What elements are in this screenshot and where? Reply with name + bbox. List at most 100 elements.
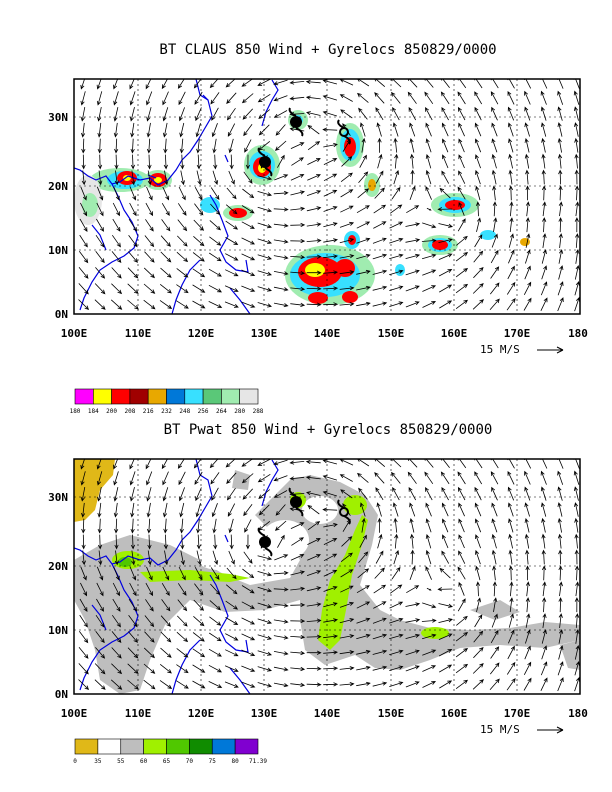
wind-vector — [540, 281, 548, 296]
wind-vector — [474, 614, 483, 628]
wind-vector — [393, 137, 398, 153]
wind-vector — [323, 254, 339, 259]
wind-vector — [409, 153, 415, 169]
wind-vector — [224, 665, 239, 672]
wind-vector — [323, 586, 338, 592]
wind-vector — [195, 122, 201, 138]
wind-vector — [425, 502, 432, 517]
wind-vector — [525, 597, 530, 613]
wind-vector — [145, 599, 154, 612]
wind-vector — [306, 206, 322, 212]
wind-vector — [437, 207, 453, 212]
pwat-dry-region — [74, 459, 115, 522]
wind-vector — [524, 645, 531, 660]
wind-vector — [96, 459, 102, 470]
wind-vector — [475, 201, 481, 217]
wind-vector — [475, 154, 481, 169]
wind-vector — [225, 600, 239, 610]
wind-vector — [241, 301, 256, 308]
wind-vector — [305, 459, 321, 464]
wind-vector — [257, 79, 271, 86]
wind-vector — [228, 138, 234, 154]
wind-vector — [457, 566, 466, 580]
wind-vector — [98, 170, 103, 186]
wind-vector — [257, 618, 272, 624]
wind-vector — [97, 122, 102, 138]
wind-vector — [146, 471, 153, 486]
wind-vector — [389, 253, 404, 260]
wind-vector — [391, 459, 402, 468]
wind-vector — [473, 266, 484, 279]
colorbar-label: 71.39 — [249, 758, 267, 765]
wind-vector — [475, 169, 481, 185]
wind-vector — [523, 661, 532, 675]
wind-vector — [95, 234, 105, 248]
wind-vector — [358, 107, 368, 120]
wind-vector — [475, 581, 481, 597]
wind-vector — [113, 79, 119, 90]
wind-vector — [474, 459, 483, 469]
wind-vector — [241, 269, 256, 277]
wind-vector — [195, 487, 202, 502]
wind-vector — [257, 473, 271, 483]
wind-vector — [146, 487, 152, 502]
colorbar-swatch — [74, 388, 94, 405]
wind-vector — [146, 186, 153, 201]
wind-vector — [114, 138, 119, 154]
wind-vector — [372, 681, 388, 687]
wind-vector — [176, 631, 189, 643]
wind-vector — [356, 301, 371, 307]
wind-vector — [290, 174, 305, 181]
wind-vector — [507, 502, 514, 517]
wind-vector — [162, 487, 169, 502]
wind-vector — [290, 586, 306, 591]
wind-vector — [113, 91, 119, 106]
wind-vector — [377, 533, 383, 549]
wind-vector — [339, 79, 354, 86]
wind-vector — [507, 459, 515, 469]
wind-vector — [159, 300, 173, 310]
wind-vector — [476, 217, 482, 232]
x-tick-labels: 100E 110E 120E 130E 140E 150E 160E 170E … — [61, 327, 588, 340]
wind-vector — [541, 645, 548, 660]
wind-vector — [457, 79, 467, 89]
wind-vector — [241, 285, 256, 292]
wind-vector — [491, 502, 498, 517]
wind-vector — [541, 185, 547, 201]
wind-vector — [178, 471, 186, 486]
colorbar-label: 200 — [106, 408, 117, 415]
wind-vector — [129, 107, 135, 122]
wind-vector — [323, 538, 338, 545]
wind-vector — [393, 169, 400, 185]
wind-vector — [96, 598, 104, 612]
cloud-blob-typhoon-east — [336, 123, 380, 197]
wind-vector — [421, 253, 437, 260]
wind-vector — [524, 138, 530, 153]
wind-vector — [257, 602, 272, 609]
wind-vector — [196, 154, 201, 170]
wind-vector — [377, 137, 382, 153]
wind-vector — [339, 254, 355, 259]
wind-vector — [525, 249, 531, 264]
wind-vector — [144, 251, 155, 263]
wind-vector — [143, 283, 156, 294]
wind-vector — [408, 487, 417, 501]
wind-vector — [130, 534, 136, 550]
x-tick-label: 160E — [441, 707, 468, 720]
wind-vector — [111, 663, 123, 675]
wind-vector — [78, 663, 89, 675]
wind-vector — [360, 122, 366, 137]
wind-vector — [557, 79, 564, 89]
wind-vector — [129, 566, 137, 581]
wind-vector — [274, 520, 287, 531]
colorbar-swatch — [221, 388, 240, 405]
wind-vector — [127, 631, 138, 643]
wind-vector — [130, 154, 136, 170]
wind-vector — [257, 586, 272, 593]
wind-vector — [305, 79, 321, 84]
wind-vector — [441, 550, 450, 564]
panel-pwat: BT Pwat 850 Wind + Gyrelocs 850829/0000 — [48, 422, 588, 765]
wind-vector — [372, 649, 388, 655]
colorbar-swatch — [74, 738, 99, 755]
wind-vector — [307, 174, 321, 181]
